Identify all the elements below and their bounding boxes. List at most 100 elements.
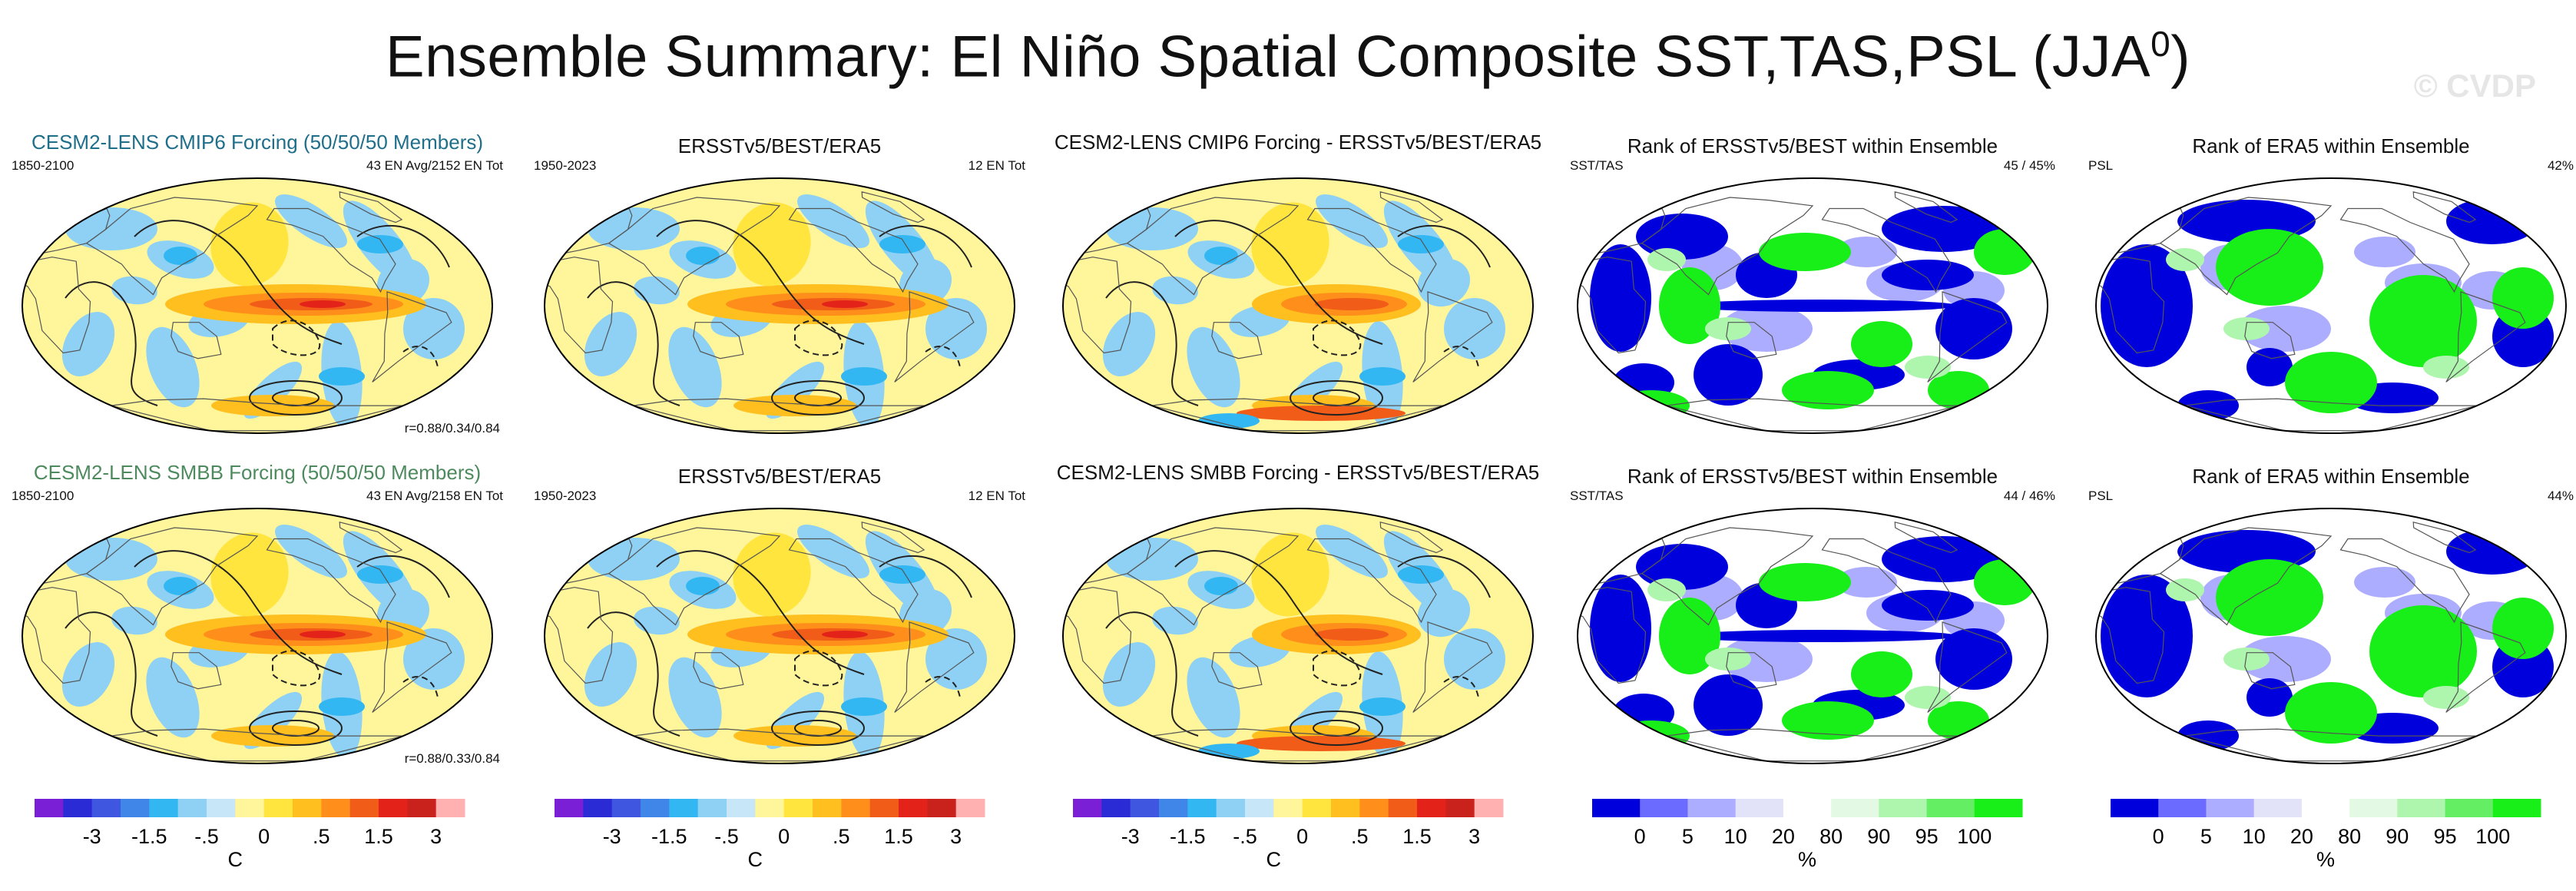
coastline-antarctica (633, 728, 926, 762)
sst-cold-patch (686, 577, 720, 595)
rank-pale-green-area (1705, 648, 1751, 671)
southern-warm-band (211, 725, 334, 747)
coastline-greenland (2412, 522, 2477, 554)
colorbar-swatch (2397, 799, 2446, 817)
coastline-greenland (1379, 522, 1444, 554)
colorbar-swatch (555, 799, 584, 817)
panel-count-label: 12 EN Tot (968, 489, 1025, 503)
panel-difference: CESM2-LENS CMIP6 Forcing - ERSSTv5/BEST/… (1052, 131, 1544, 438)
colorbar-svg: 0 5 10 20 80 90 95 100% (1592, 799, 2023, 871)
sst-cool-patch (146, 326, 200, 408)
coastline-greenland (861, 522, 925, 554)
map-border (21, 177, 494, 434)
coastline-antarctica (1666, 728, 1959, 762)
psl-contour-line (65, 281, 158, 406)
coastline-greenland (1894, 191, 1958, 224)
rank-low-area (1882, 260, 1974, 290)
coastline-africa (22, 257, 91, 354)
warm-patch (1251, 532, 1329, 617)
colorbar-tick-label: -1.5 (651, 825, 687, 848)
psl-contour-dashed (1313, 650, 1362, 687)
psl-contour-dashed (272, 320, 321, 356)
psl-contours (1105, 220, 1491, 416)
sst-cool-patch (1417, 588, 1471, 638)
rank-high-area (1759, 563, 1851, 601)
rank-low-area (1682, 300, 1958, 312)
coastline-antarctica (111, 728, 404, 762)
coastline-antarctica (633, 398, 926, 432)
colorbar-swatch (2445, 799, 2494, 817)
colorbar-tick-label: 3 (1468, 825, 1480, 848)
warm-tongue-core (1315, 298, 1389, 310)
coastline-asia (608, 197, 781, 296)
colorbar-swatch (2206, 799, 2255, 817)
psl-contour-line (656, 550, 865, 675)
rank-low-area (2247, 678, 2293, 717)
psl-contours (65, 550, 450, 746)
panel-period-label: 1850-2100 (12, 158, 74, 173)
sst-cool-patch (1152, 606, 1198, 635)
panel-percent-label: 44% (2547, 489, 2574, 503)
psl-contour-dashed (1313, 320, 1362, 356)
colorbar-swatch (583, 799, 613, 817)
psl-contours (1105, 550, 1491, 746)
coastline-asia (1641, 527, 1814, 626)
colorbar-swatch (899, 799, 928, 817)
rank-light-blue-area (1836, 567, 1897, 598)
rank-low-area (1636, 544, 1728, 590)
colorbar-tick-label: 100 (1957, 825, 1992, 848)
world-map (1576, 177, 2049, 434)
sst-cold-patch (879, 565, 925, 584)
rank-low-area (1882, 536, 2005, 582)
colorbar-tick-label: 3 (430, 825, 442, 848)
coastline-australia (1211, 652, 1263, 690)
colorbar-tick-label: 95 (2434, 825, 2457, 848)
coastline-australia (2244, 322, 2296, 359)
map-field (1578, 178, 2048, 433)
psl-contours (587, 220, 972, 416)
colorbar-swatch (435, 799, 465, 817)
sst-cool-patch (1187, 326, 1240, 408)
colorbar-unit-label: % (2316, 848, 2335, 871)
coastline-samerica (1927, 291, 2008, 383)
coastline-antarctica (1666, 398, 1959, 432)
coastlines (545, 191, 975, 432)
colorbar-swatch (263, 799, 293, 817)
psl-contour-dashed (925, 345, 961, 368)
rank-low-area (1694, 674, 1763, 736)
panel-rank-sst: Rank of ERSSTv5/BEST within Ensemble SST… (1567, 461, 2058, 768)
rank-high-area (1659, 267, 1720, 344)
colorbar-swatch (1187, 799, 1217, 817)
colorbar-tick-label: 1.5 (1402, 825, 1432, 848)
coastline-samerica (2445, 291, 2526, 383)
psl-contour-line (771, 380, 865, 416)
sst-cool-patch (61, 642, 115, 707)
coastline-australia (2244, 652, 2296, 690)
colorbar-swatch (121, 799, 150, 817)
coastline-africa (1063, 257, 1132, 354)
panel-title: ERSSTv5/BEST/ERA5 (677, 134, 882, 157)
sst-cool-patch (65, 538, 157, 581)
psl-contour-line (272, 720, 320, 737)
colorbar-tick-label: 5 (2200, 825, 2212, 848)
coastline-asia (85, 527, 259, 626)
map-field (2096, 508, 2566, 763)
colorbar-swatch (1640, 799, 1688, 817)
rank-low-area (2446, 528, 2538, 575)
colorbar-swatch (1735, 799, 1784, 817)
map-field (545, 508, 1015, 763)
colorbar-swatch (321, 799, 351, 817)
sst-cold-patch (686, 247, 720, 265)
sst-cool-patch (111, 606, 157, 635)
colorbar-swatch (2111, 799, 2159, 817)
coastline-australia (1211, 322, 1263, 359)
sst-cold-patch (1359, 697, 1406, 716)
colorbar-tick-label: -3 (603, 825, 621, 848)
map-field (22, 178, 492, 433)
colorbar-unit-label: C (228, 848, 243, 871)
panel-title: Rank of ERA5 within Ensemble (2192, 134, 2470, 157)
rank-pale-green-area (2223, 648, 2270, 671)
panel-title: CESM2-LENS SMBB Forcing - ERSSTv5/BEST/E… (1056, 461, 1540, 484)
rank-high-area (1782, 701, 1874, 740)
sst-cool-patch (668, 326, 722, 408)
